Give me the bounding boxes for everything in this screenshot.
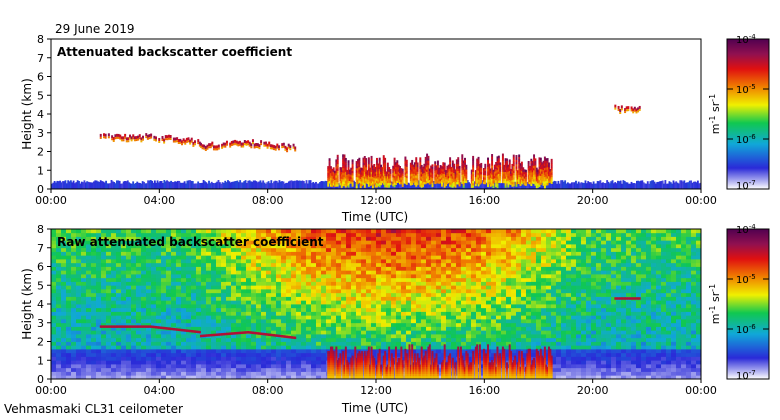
x-axis-2: 00:00 04:00 08:00 12:00 16:00 20:00 00:00 — [35, 379, 717, 397]
x-tick-label: 16:00 — [468, 384, 500, 397]
x-tick-label: 12:00 — [360, 194, 392, 207]
y-tick-label: 1 — [37, 164, 44, 177]
colorbar-unit-2: m-1 sr-1 — [708, 284, 723, 324]
colorbar-unit-1: m-1 sr-1 — [708, 94, 723, 134]
x-axis-1: 00:00 04:00 08:00 12:00 16:00 20:00 00:00 — [35, 189, 717, 207]
y-tick-label: 5 — [37, 279, 44, 292]
y-tick-label: 4 — [37, 298, 44, 311]
panel-title-1: Attenuated backscatter coefficient — [57, 45, 292, 59]
y-axis-2: 0 1 2 3 4 5 6 7 8 — [37, 223, 51, 386]
x-tick-label: 16:00 — [468, 194, 500, 207]
date-label: 29 June 2019 — [55, 22, 135, 36]
y-tick-label: 7 — [37, 52, 44, 65]
colorbar-2: 10-410-510-610-7 m-1 sr-1 — [708, 223, 770, 382]
y-tick-label: 0 — [37, 183, 44, 196]
panel-raw-backscatter: Raw attenuated backscatter coefficient 0… — [20, 223, 770, 415]
y-tick-label: 4 — [37, 108, 44, 121]
x-axis-label-2: Time (UTC) — [341, 401, 408, 415]
x-tick-label: 08:00 — [252, 194, 284, 207]
x-tick-label: 00:00 — [685, 194, 717, 207]
y-tick-label: 3 — [37, 317, 44, 330]
panel-attenuated-backscatter: Attenuated backscatter coefficient 0 1 2 3 4… — [20, 33, 770, 224]
x-tick-label: 20:00 — [577, 194, 609, 207]
footer-label: Vehmasmaki CL31 ceilometer — [4, 402, 183, 416]
x-tick-label: 12:00 — [360, 384, 392, 397]
y-tick-label: 6 — [37, 71, 44, 84]
x-tick-label: 20:00 — [577, 384, 609, 397]
y-tick-label: 8 — [37, 33, 44, 46]
y-tick-label: 7 — [37, 242, 44, 255]
y-tick-label: 1 — [37, 354, 44, 367]
backscatter-heatmap-1 — [51, 104, 702, 189]
backscatter-heatmap-2 — [51, 229, 702, 380]
y-tick-label: 5 — [37, 89, 44, 102]
y-tick-label: 8 — [37, 223, 44, 236]
y-tick-label: 6 — [37, 261, 44, 274]
y-axis-1: 0 1 2 3 4 5 6 7 8 — [37, 33, 51, 196]
x-tick-label: 00:00 — [35, 194, 67, 207]
y-axis-label-1: Height (km) — [20, 78, 34, 149]
x-tick-label: 04:00 — [143, 194, 175, 207]
x-tick-label: 00:00 — [685, 384, 717, 397]
y-axis-label-2: Height (km) — [20, 268, 34, 339]
y-tick-label: 3 — [37, 127, 44, 140]
y-tick-label: 2 — [37, 146, 44, 159]
panel-title-2: Raw attenuated backscatter coefficient — [57, 235, 324, 249]
x-tick-label: 04:00 — [143, 384, 175, 397]
y-tick-label: 2 — [37, 336, 44, 349]
x-axis-label-1: Time (UTC) — [341, 210, 408, 224]
y-tick-label: 0 — [37, 373, 44, 386]
colorbar-1: 10-410-510-610-7 m-1 sr-1 — [708, 33, 770, 192]
x-tick-label: 00:00 — [35, 384, 67, 397]
x-tick-label: 08:00 — [252, 384, 284, 397]
